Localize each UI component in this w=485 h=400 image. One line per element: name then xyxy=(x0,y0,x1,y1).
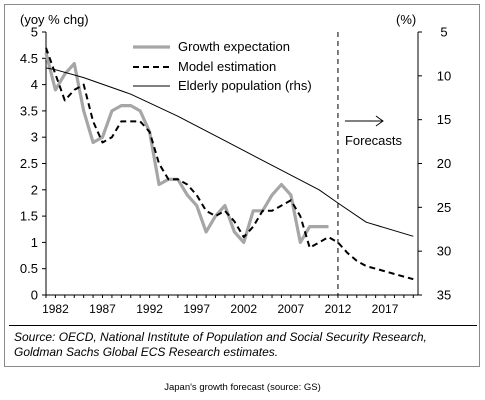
forecast-label: Forecasts xyxy=(345,133,403,148)
right-tick-label: 5 xyxy=(440,25,447,40)
series-line-2 xyxy=(45,67,414,237)
left-tick-label: 2.5 xyxy=(20,156,38,171)
left-tick-label: 4.5 xyxy=(20,51,38,66)
legend: Growth expectation Model estimation Elderl… xyxy=(133,39,312,93)
left-tick-label: 0 xyxy=(31,288,38,303)
right-tick-label: 35 xyxy=(437,288,451,303)
left-tick-label: 5 xyxy=(31,25,38,40)
source-divider xyxy=(9,325,477,326)
growth-chart: Growth expectation Model estimation Elderl… xyxy=(20,12,451,316)
left-axis-label: (yoy % chg) xyxy=(20,12,89,27)
left-tick-label: 0.5 xyxy=(20,261,38,276)
figure-caption: Japan's growth forecast (source: GS) xyxy=(164,382,321,393)
source-note: Source: OECD, National Institute of Popu… xyxy=(14,330,427,359)
legend-label: Elderly population (rhs) xyxy=(178,78,312,93)
x-tick-label: 1982 xyxy=(42,302,69,316)
x-tick-label: 1992 xyxy=(136,302,163,316)
series-line-0 xyxy=(44,52,329,244)
right-tick-label: 10 xyxy=(437,68,451,83)
x-tick-label: 1997 xyxy=(183,302,210,316)
left-tick-label: 4 xyxy=(31,77,38,92)
x-tick-label: 1987 xyxy=(89,302,116,316)
right-tick-label: 20 xyxy=(437,156,451,171)
x-tick-label: 2007 xyxy=(278,302,305,316)
series-lines xyxy=(44,32,414,295)
axes xyxy=(42,31,422,298)
left-tick-label: 2 xyxy=(31,182,38,197)
forecast-arrowhead xyxy=(375,115,384,127)
right-tick-label: 15 xyxy=(437,112,451,127)
axis-labels: 5 4.5 4 3.5 3 2.5 2 1.5 1 0.5 0 5 10 15 20 25 30 35 1982 19… xyxy=(20,12,451,316)
left-tick-label: 3.5 xyxy=(20,103,38,118)
figure-frame xyxy=(4,4,480,367)
right-axis-label: (%) xyxy=(396,12,416,27)
right-tick-label: 30 xyxy=(437,244,451,259)
x-tick-label: 2002 xyxy=(230,302,257,316)
right-tick-label: 25 xyxy=(437,200,451,215)
legend-label: Model estimation xyxy=(178,59,276,74)
legend-label: Growth expectation xyxy=(178,39,290,54)
x-tick-label: 2017 xyxy=(372,302,399,316)
left-tick-label: 1 xyxy=(31,235,38,250)
left-tick-label: 3 xyxy=(31,130,38,145)
left-tick-label: 1.5 xyxy=(20,209,38,224)
x-tick-label: 2012 xyxy=(325,302,352,316)
